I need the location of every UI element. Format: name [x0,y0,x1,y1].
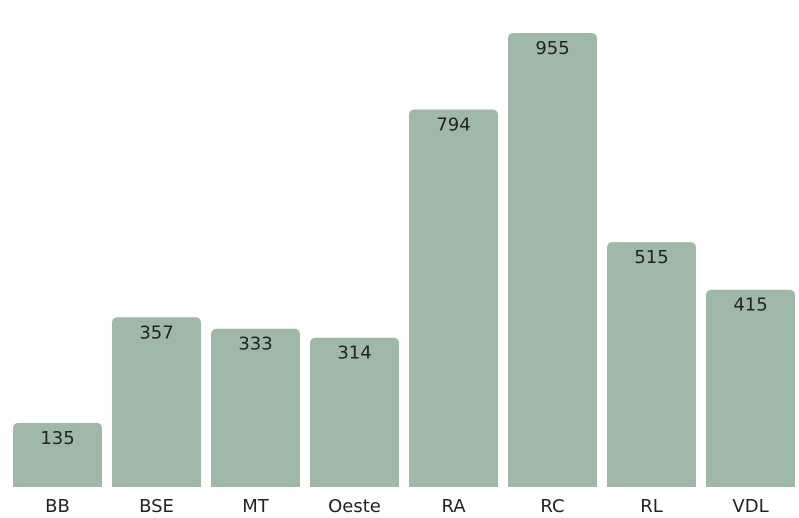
value-label: 794 [436,115,470,136]
bar [607,242,696,487]
value-label: 515 [634,247,668,268]
bar [706,289,795,487]
value-label: 955 [535,38,569,59]
bar [211,328,300,487]
value-label: 314 [337,343,371,364]
bar [310,337,399,487]
value-label: 333 [238,334,272,355]
value-label: 135 [40,428,74,449]
x-tick-label: RA [441,496,466,517]
x-tick-label: MT [242,496,270,517]
x-tick-label: VDL [732,496,768,517]
bar [409,109,498,488]
value-label: 357 [139,322,173,343]
bar [112,317,201,487]
x-tick-label: Oeste [328,496,381,517]
bar [508,33,597,487]
x-tick-label: BSE [139,496,174,517]
value-label: 415 [733,295,767,316]
x-tick-label: BB [45,496,70,517]
x-tick-label: RC [540,496,564,517]
bar [13,422,102,487]
x-tick-label: RL [640,496,663,517]
